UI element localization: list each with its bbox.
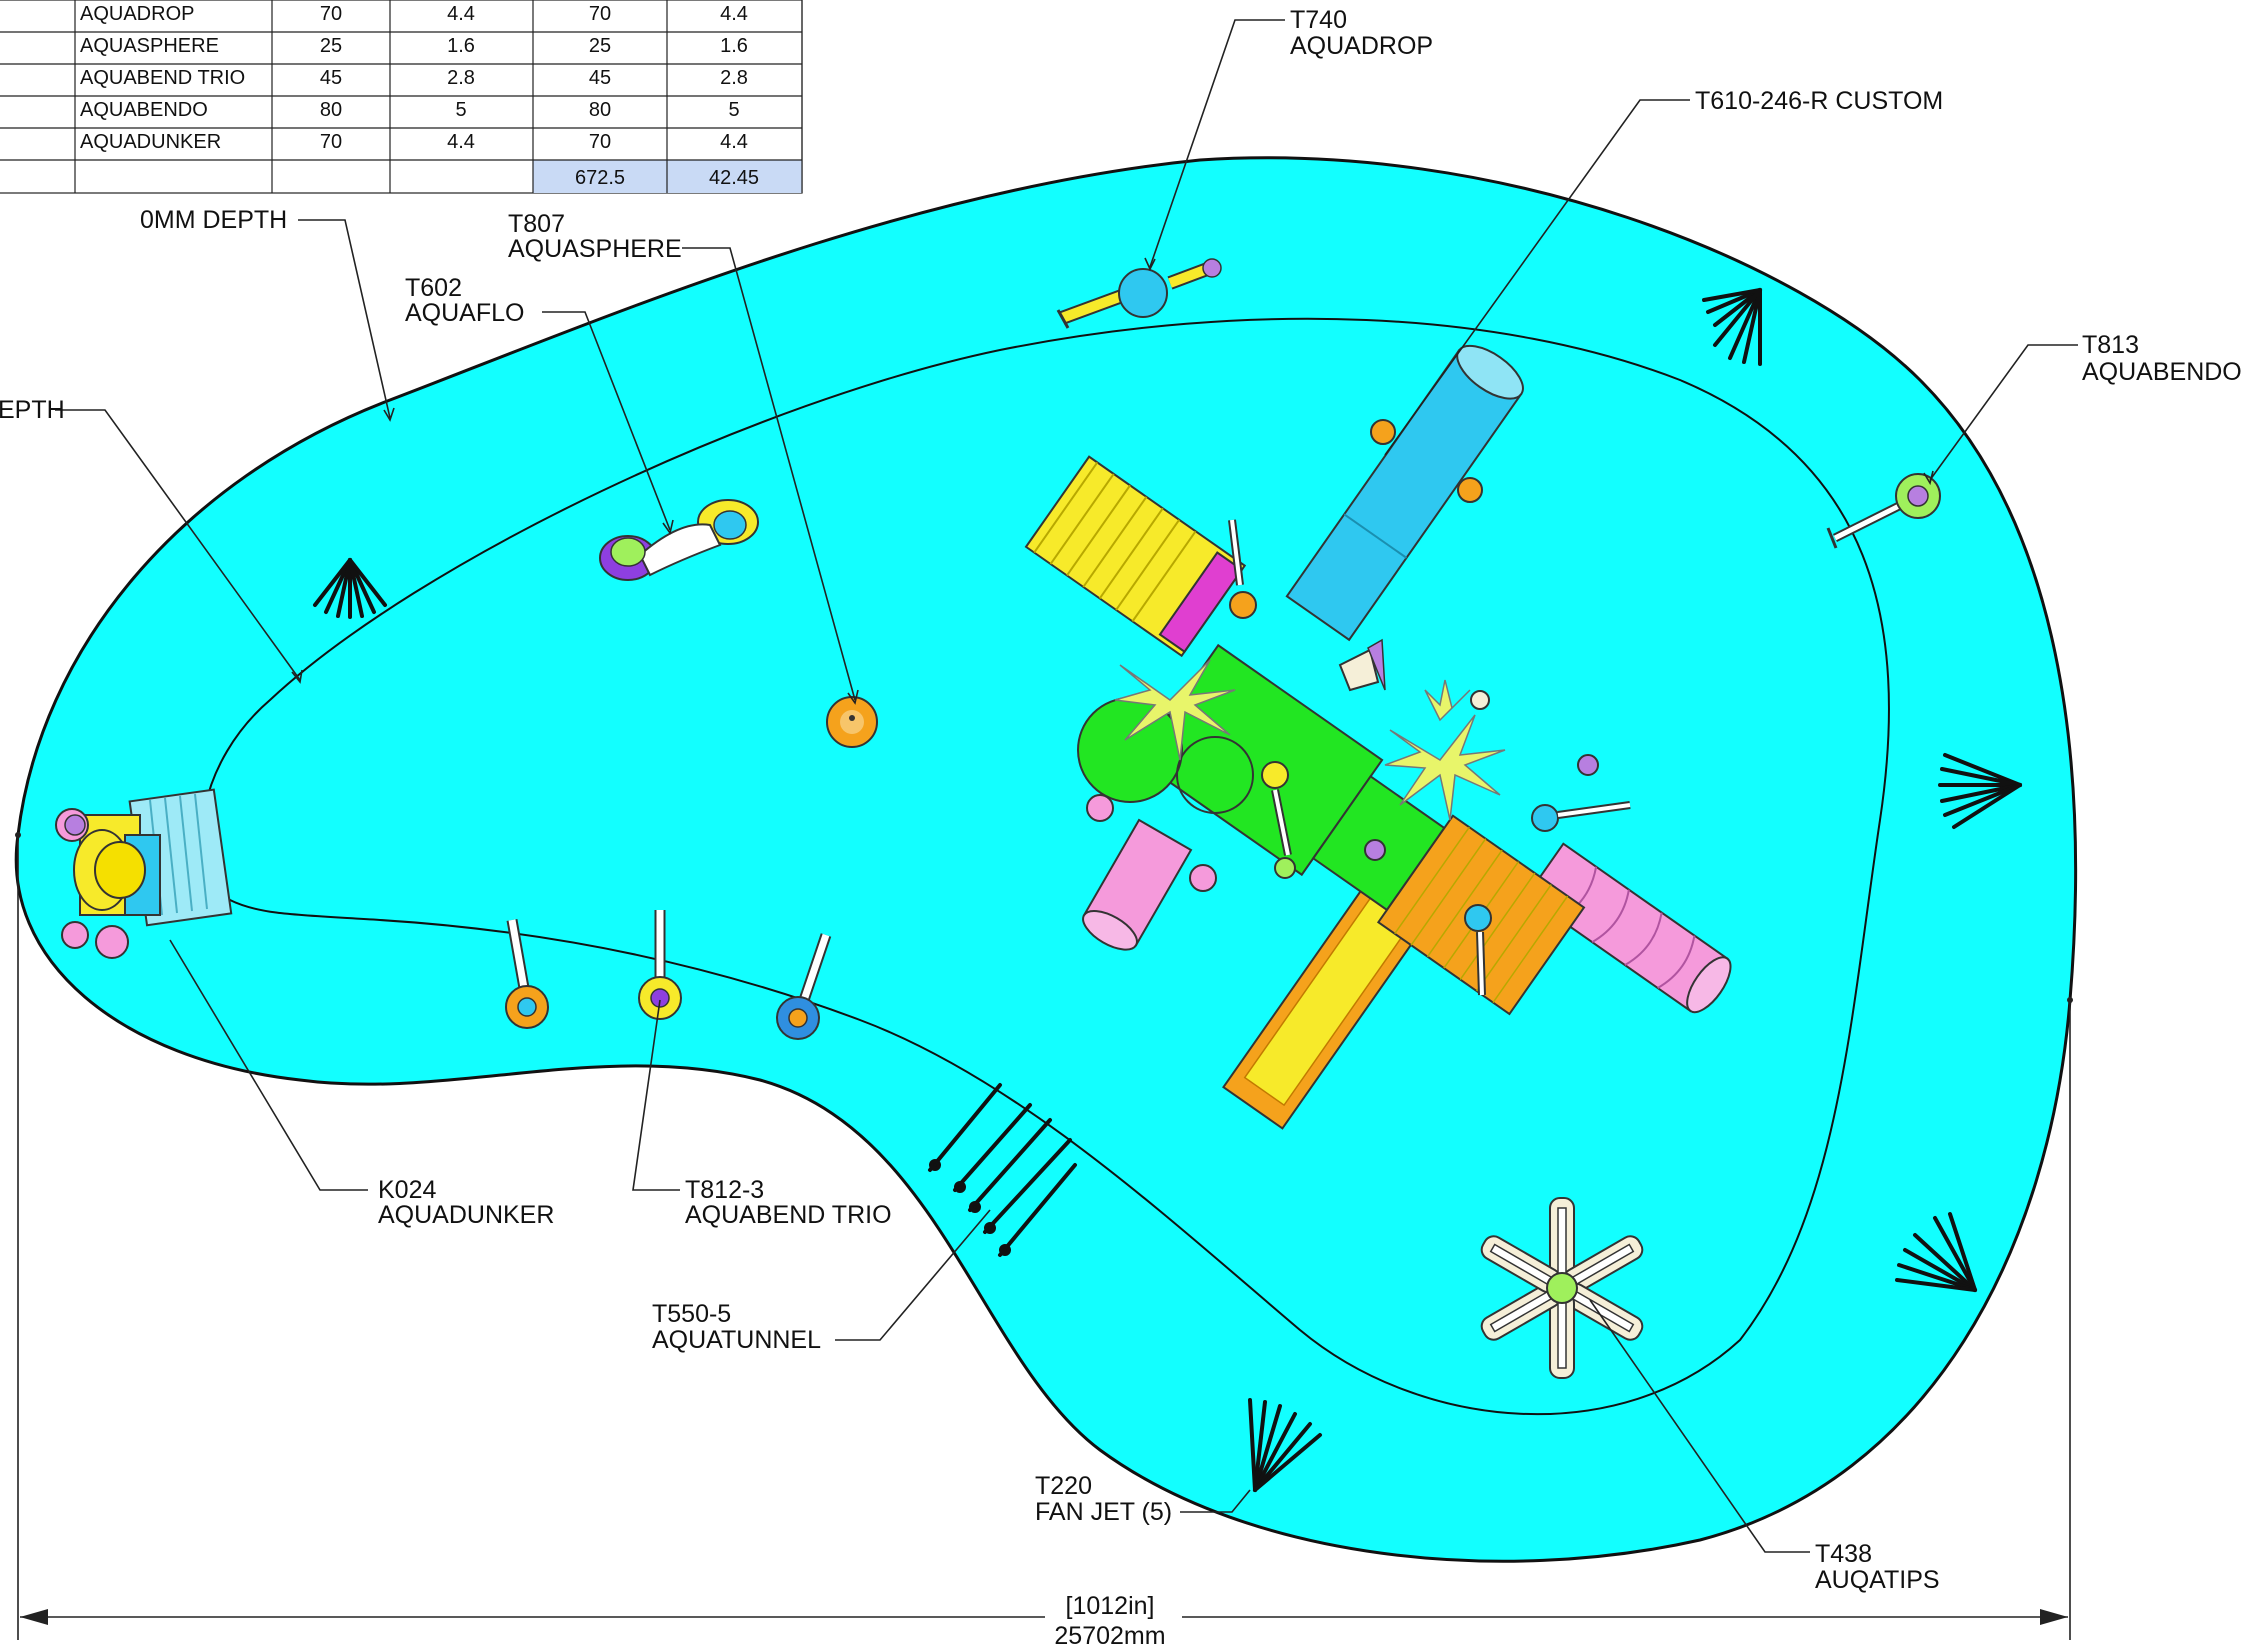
table-cell: 1.6 bbox=[720, 35, 748, 57]
table-cell: 2.8 bbox=[447, 67, 475, 89]
total-capacity-value: 672.5 bbox=[575, 167, 625, 189]
t438-name-label: AUQATIPS bbox=[1815, 1566, 1940, 1594]
table-cell: 5 bbox=[728, 99, 739, 121]
table-cell: 45 bbox=[320, 67, 342, 89]
t610-label: T610-246-R CUSTOM bbox=[1695, 87, 1943, 115]
aquaflo-icon bbox=[599, 499, 759, 581]
table-cell: 25 bbox=[320, 35, 342, 57]
table-cell: 25 bbox=[589, 35, 611, 57]
capacity-table: AQUADROP 70 4.4 70 4.4 AQUASPHERE 25 1.6… bbox=[0, 0, 803, 194]
aquadrop-icon bbox=[1056, 258, 1222, 329]
k024-code-label: K024 bbox=[378, 1176, 436, 1204]
table-cell: 70 bbox=[589, 131, 611, 153]
t813-code-label: T813 bbox=[2082, 331, 2139, 359]
table-cell: AQUADROP bbox=[80, 3, 194, 25]
table-cell: 4.4 bbox=[720, 3, 748, 25]
t550-name-label: AQUATUNNEL bbox=[652, 1326, 821, 1354]
aquasphere-icon bbox=[826, 696, 878, 748]
depth-contour-line bbox=[201, 317, 1890, 1416]
play-structure-icon bbox=[1024, 344, 1732, 1130]
aquatips-icon bbox=[1480, 1197, 1644, 1379]
k024-name-label: AQUADUNKER bbox=[378, 1201, 554, 1229]
table-cell: 70 bbox=[320, 3, 342, 25]
aquadunker-icon bbox=[55, 788, 233, 959]
t813-name-label: AQUABENDO bbox=[2082, 358, 2242, 386]
t220-name-label: FAN JET (5) bbox=[1035, 1498, 1172, 1526]
fan-jet-icon bbox=[1248, 1398, 1322, 1492]
t438-code-label: T438 bbox=[1815, 1540, 1872, 1568]
depth-0mm-label: 0MM DEPTH bbox=[140, 206, 287, 234]
table-row: AQUABEND TRIO 45 2.8 45 2.8 bbox=[80, 67, 748, 89]
table-cell: 45 bbox=[589, 67, 611, 89]
t602-name-label: AQUAFLO bbox=[405, 299, 524, 327]
table-cell: 80 bbox=[320, 99, 342, 121]
table-row: AQUABENDO 80 5 80 5 bbox=[80, 99, 740, 121]
table-row: AQUASPHERE 25 1.6 25 1.6 bbox=[80, 35, 748, 57]
table-row: AQUADUNKER 70 4.4 70 4.4 bbox=[80, 131, 748, 153]
dimension-metric: 25702mm bbox=[1054, 1622, 1165, 1648]
leader-lines bbox=[55, 19, 2078, 1553]
table-cell: 4.4 bbox=[720, 131, 748, 153]
aquatunnel-icon bbox=[928, 1083, 1077, 1257]
table-cell: 80 bbox=[589, 99, 611, 121]
aquabend-trio-icon bbox=[505, 910, 832, 1040]
table-cell: AQUABEND TRIO bbox=[80, 67, 245, 89]
table-cell: AQUABENDO bbox=[80, 99, 208, 121]
pool-area bbox=[14, 156, 2078, 1563]
aquabendo-icon bbox=[1826, 473, 1941, 549]
fan-jet-icon bbox=[1938, 753, 2022, 829]
t220-code-label: T220 bbox=[1035, 1472, 1092, 1500]
table-cell: 5 bbox=[455, 99, 466, 121]
depth-label: EPTH bbox=[0, 396, 65, 424]
t602-code-label: T602 bbox=[405, 274, 462, 302]
table-cell: 1.6 bbox=[447, 35, 475, 57]
table-cell: 2.8 bbox=[720, 67, 748, 89]
table-row: AQUADROP 70 4.4 70 4.4 bbox=[80, 3, 748, 25]
t807-name-label: AQUASPHERE bbox=[508, 235, 682, 263]
dimension-imperial: [1012in] bbox=[1066, 1592, 1155, 1620]
table-cell: 70 bbox=[320, 131, 342, 153]
fan-jet-icon bbox=[1895, 1212, 1977, 1292]
t740-name-label: AQUADROP bbox=[1290, 32, 1433, 60]
fan-jet-icon bbox=[1702, 288, 1762, 366]
table-cell: 70 bbox=[589, 3, 611, 25]
table-cell: 4.4 bbox=[447, 3, 475, 25]
table-cell: AQUADUNKER bbox=[80, 131, 221, 153]
t740-code-label: T740 bbox=[1290, 6, 1347, 34]
t550-code-label: T550-5 bbox=[652, 1300, 731, 1328]
fan-jet-icon bbox=[313, 558, 387, 619]
t807-code-label: T807 bbox=[508, 210, 565, 238]
total-flow-value: 42.45 bbox=[709, 167, 759, 189]
overall-dimension: [1012in] 25702mm bbox=[15, 832, 2073, 1648]
t812-code-label: T812-3 bbox=[685, 1176, 764, 1204]
table-cell: AQUASPHERE bbox=[80, 35, 219, 57]
t812-name-label: AQUABEND TRIO bbox=[685, 1201, 892, 1229]
table-cell: 4.4 bbox=[447, 131, 475, 153]
